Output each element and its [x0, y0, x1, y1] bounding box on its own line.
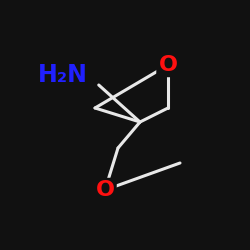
Text: O: O — [158, 55, 178, 75]
Text: H₂N: H₂N — [38, 63, 88, 87]
Text: O: O — [96, 180, 114, 200]
